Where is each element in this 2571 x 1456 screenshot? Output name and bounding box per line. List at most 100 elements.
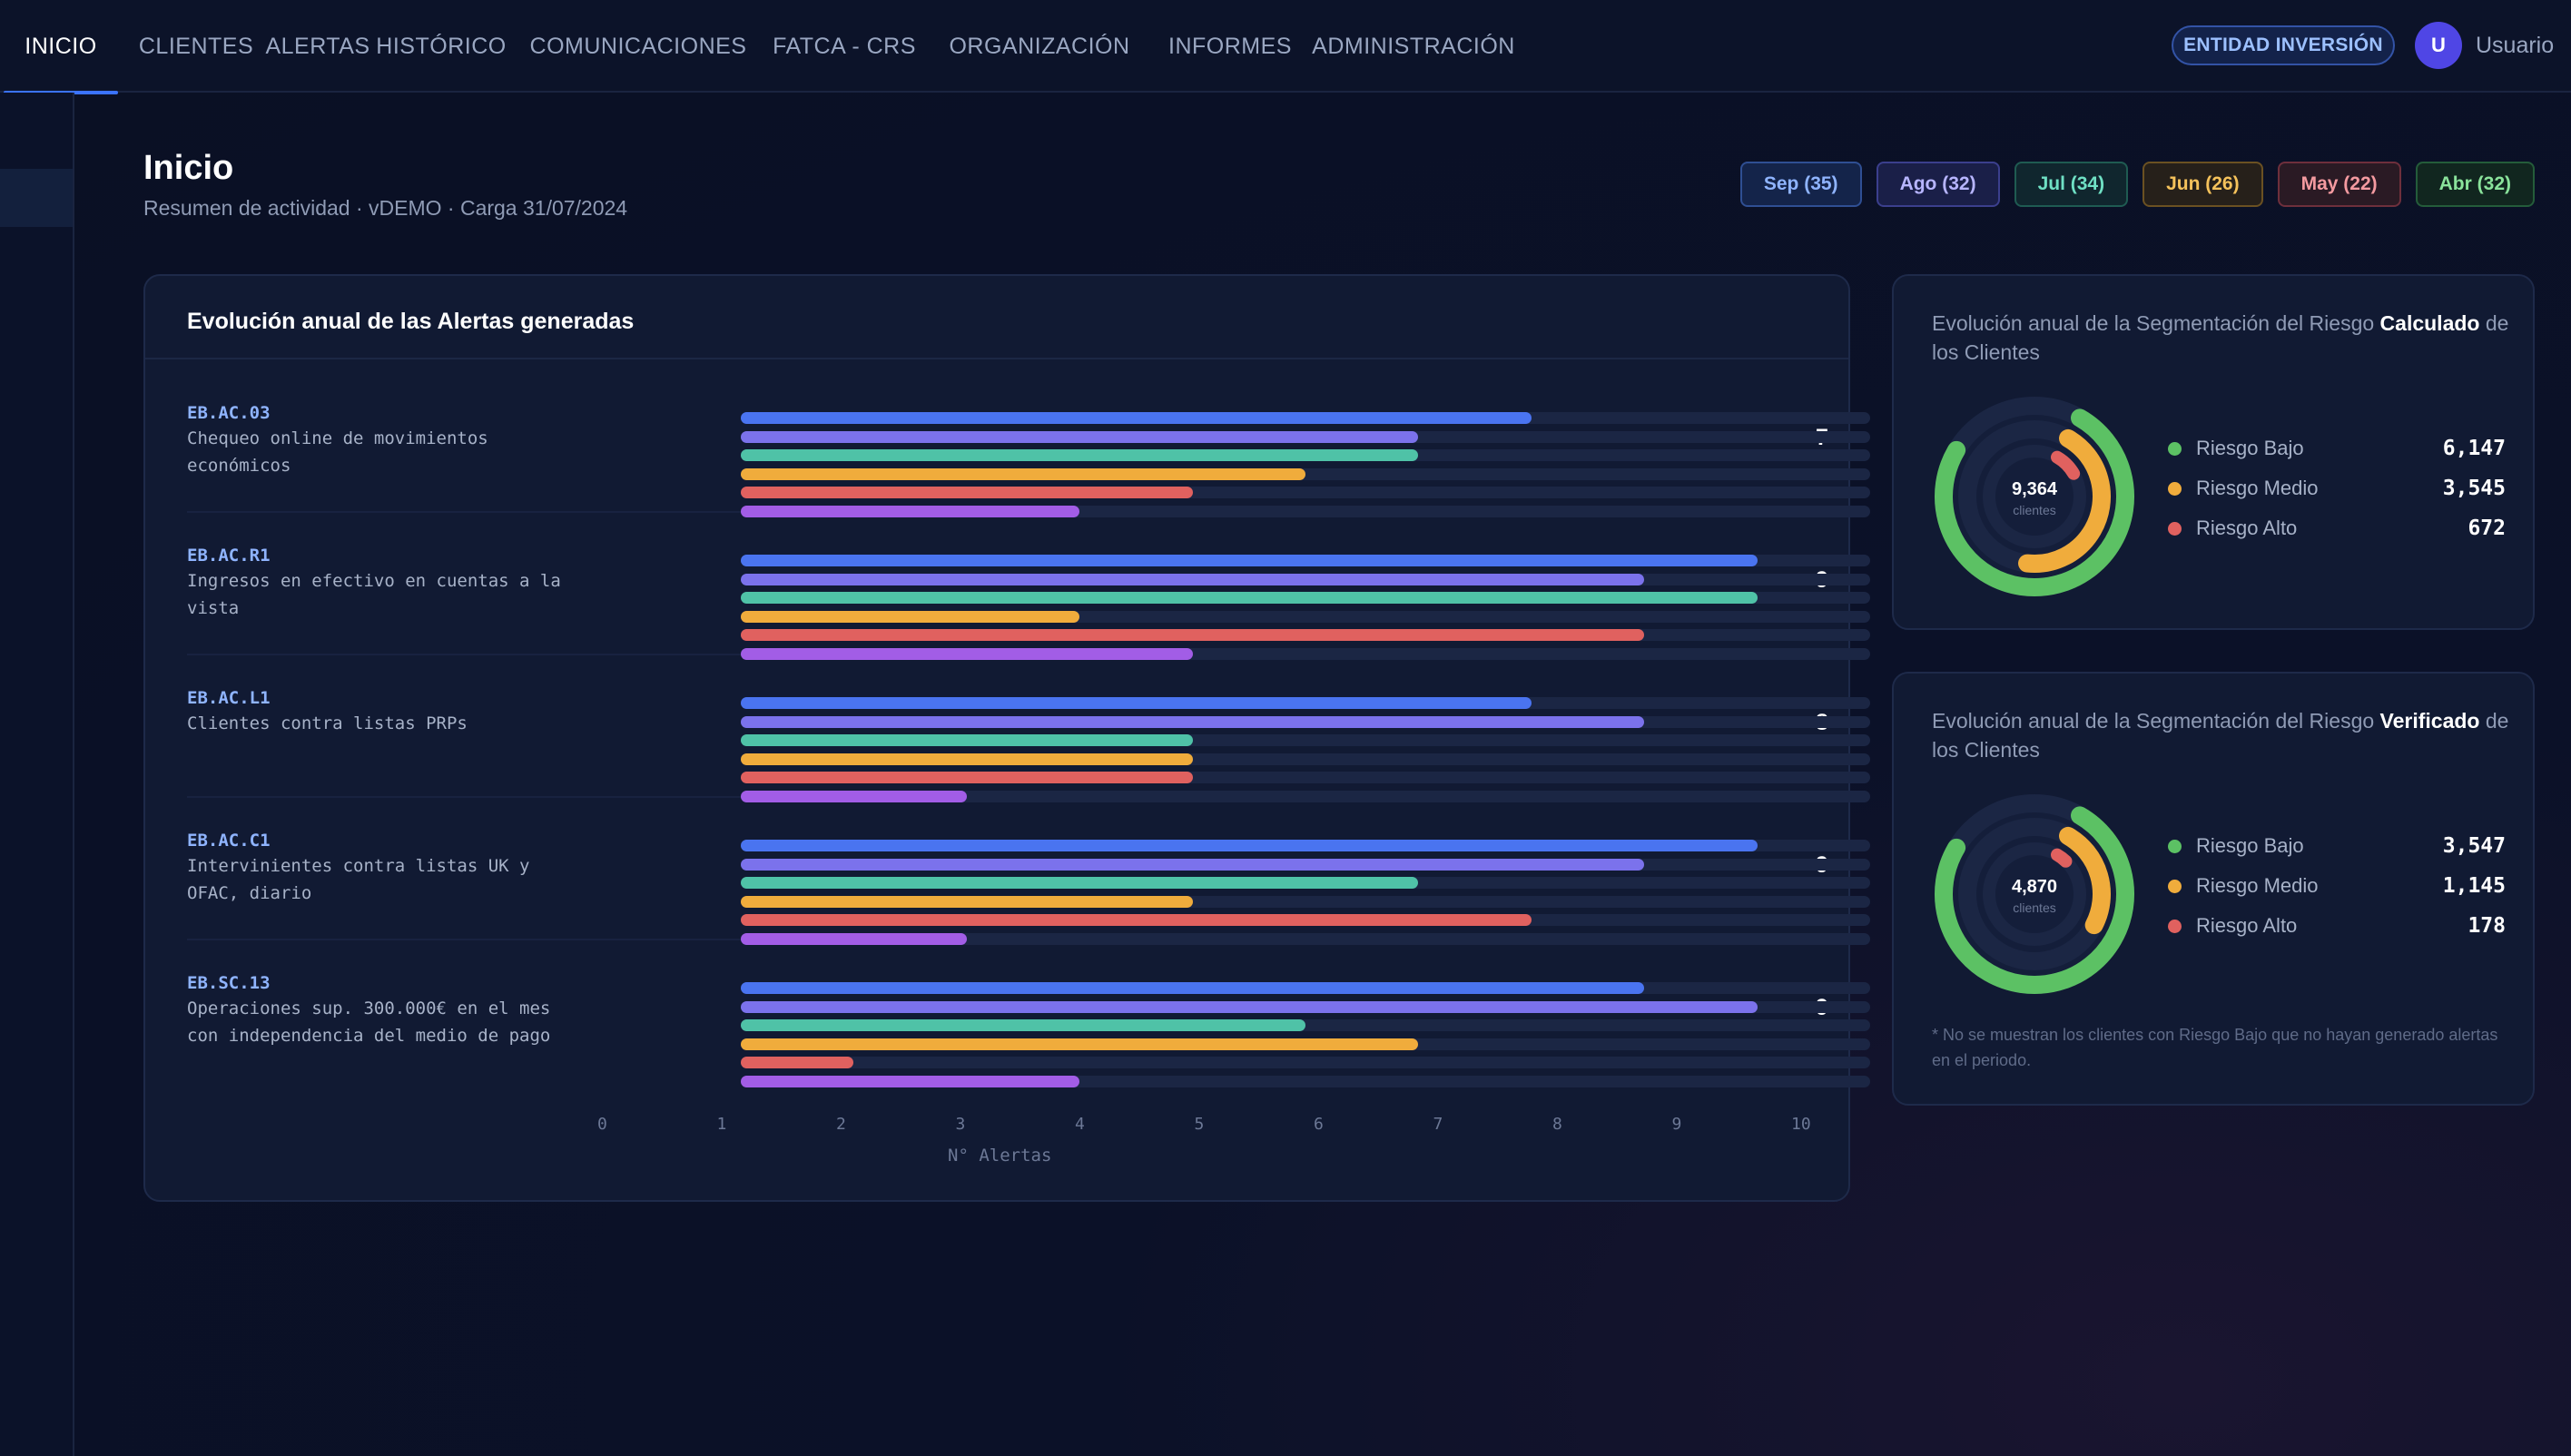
- legend-item[interactable]: Riesgo Medio 1,145: [2168, 866, 2506, 906]
- rail-item-active[interactable]: [0, 169, 73, 227]
- alert-bar[interactable]: [741, 467, 1305, 480]
- alert-row[interactable]: EB.SC.13 Operaciones sup. 300.000€ en el …: [187, 940, 1870, 1087]
- legend-label: Riesgo Medio: [2196, 874, 2319, 897]
- alert-bar[interactable]: [741, 715, 1645, 728]
- legend-label: Riesgo Alto: [2196, 516, 2298, 539]
- alert-bar[interactable]: [741, 932, 967, 945]
- month-pill[interactable]: Jun (26): [2142, 162, 2263, 207]
- bar-track: [741, 982, 1870, 994]
- bar-track: [741, 715, 1870, 728]
- alert-bar[interactable]: [741, 697, 1532, 709]
- x-tick-label: 3: [955, 1115, 966, 1134]
- alert-bar[interactable]: [741, 895, 1193, 908]
- nav-item-label: ORGANIZACIÓN: [949, 33, 1130, 59]
- nav-item-organizacion[interactable]: ORGANIZACIÓN: [930, 0, 1149, 93]
- nav-item-historico[interactable]: HISTÓRICO: [365, 0, 517, 93]
- month-pill[interactable]: Abr (32): [2415, 162, 2535, 207]
- nav-item-inicio[interactable]: INICIO: [0, 0, 122, 94]
- alert-bar[interactable]: [741, 914, 1532, 926]
- alert-description: Clientes contra listas PRPs: [187, 713, 468, 733]
- title-prefix: Evolución anual de la Segmentación del R…: [1932, 311, 2375, 335]
- legend-item[interactable]: Riesgo Bajo 3,547: [2168, 826, 2506, 866]
- legend-item[interactable]: Riesgo Medio 3,545: [2168, 468, 2506, 508]
- x-tick-label: 4: [1075, 1115, 1085, 1134]
- bar-track: [741, 753, 1870, 765]
- x-tick-label: 5: [1194, 1115, 1205, 1134]
- alert-bar[interactable]: [741, 555, 1758, 566]
- alert-description: Operaciones sup. 300.000€ en el mes con …: [187, 999, 551, 1046]
- month-pill[interactable]: Jul (34): [2014, 162, 2129, 207]
- donut-arc-riesgo-medio[interactable]: [1943, 405, 2126, 588]
- alert-bar[interactable]: [741, 647, 1193, 660]
- month-pill[interactable]: Ago (32): [1876, 162, 2000, 207]
- alert-bar[interactable]: [741, 840, 1758, 851]
- alert-bar[interactable]: [741, 1075, 1080, 1087]
- bar-track: [741, 610, 1870, 623]
- legend-item[interactable]: Riesgo Bajo 6,147: [2168, 428, 2506, 468]
- alert-bar[interactable]: [741, 592, 1758, 604]
- title-bold: Calculado: [2379, 311, 2480, 335]
- donut-arc-riesgo-medio[interactable]: [1943, 802, 2126, 986]
- nav-item-fatca-crs[interactable]: FATCA - CRS: [759, 0, 930, 93]
- nav-item-comunicaciones[interactable]: COMUNICACIONES: [517, 0, 759, 93]
- legend-item[interactable]: Riesgo Alto 178: [2168, 906, 2506, 946]
- entity-badge[interactable]: ENTIDAD INVERSIÓN: [2172, 25, 2395, 65]
- alert-row[interactable]: EB.AC.R1 Ingresos en efectivo en cuentas …: [187, 513, 1870, 660]
- legend-item[interactable]: Riesgo Alto 672: [2168, 508, 2506, 548]
- nav-item-clientes[interactable]: CLIENTES: [122, 0, 271, 93]
- alert-bar[interactable]: [741, 610, 1080, 623]
- bar-track: [741, 914, 1870, 926]
- alert-row[interactable]: EB.AC.C1 Intervinientes contra listas UK …: [187, 798, 1870, 945]
- bar-track: [741, 467, 1870, 480]
- bar-track: [741, 858, 1870, 871]
- alert-bar[interactable]: [741, 1038, 1419, 1050]
- donut-center-label: clientes: [2013, 503, 2055, 517]
- alert-bar[interactable]: [741, 573, 1645, 585]
- bar-track: [741, 412, 1870, 424]
- alert-row[interactable]: EB.AC.03 Chequeo online de movimientos ec…: [187, 370, 1870, 517]
- alert-bar[interactable]: [741, 877, 1419, 889]
- alert-bar[interactable]: [741, 487, 1193, 498]
- alert-bar[interactable]: [741, 430, 1419, 443]
- nav-item-label: HISTÓRICO: [376, 33, 507, 59]
- alert-bar[interactable]: [741, 1019, 1305, 1031]
- alert-bar[interactable]: [741, 412, 1532, 424]
- donut-ring-track: [1983, 445, 2086, 548]
- alert-bar[interactable]: [741, 1057, 854, 1068]
- bar-track: [741, 895, 1870, 908]
- donut-arc-riesgo-alto[interactable]: [1973, 832, 2097, 957]
- nav-item-alertas[interactable]: ALERTAS: [265, 0, 369, 93]
- legend-value: 672: [2468, 516, 2506, 540]
- legend-label: Riesgo Bajo: [2196, 437, 2304, 459]
- alert-bar[interactable]: [741, 858, 1645, 871]
- alert-bar[interactable]: [741, 982, 1645, 994]
- alert-bar[interactable]: [741, 505, 1080, 517]
- bar-track: [741, 932, 1870, 945]
- donut-arc-riesgo-bajo[interactable]: [1932, 394, 2137, 599]
- user-name[interactable]: Usuario: [2476, 33, 2555, 58]
- alert-bar[interactable]: [741, 790, 967, 802]
- alert-code: EB.SC.13: [187, 973, 271, 993]
- donut-arc-riesgo-alto[interactable]: [1973, 435, 2097, 559]
- x-tick-label: 0: [597, 1115, 607, 1134]
- donut-center-value: 4,870: [2012, 877, 2057, 897]
- month-pill[interactable]: May (22): [2277, 162, 2401, 207]
- legend-value: 1,145: [2442, 874, 2506, 898]
- legend-value: 3,545: [2442, 477, 2506, 500]
- legend-dot-icon: [2168, 481, 2182, 496]
- alert-bar[interactable]: [741, 1000, 1758, 1013]
- avatar[interactable]: U: [2415, 22, 2462, 69]
- month-pill[interactable]: Sep (35): [1739, 162, 1862, 207]
- x-tick-label: 8: [1552, 1115, 1562, 1134]
- nav-item-informes[interactable]: INFORMES: [1149, 0, 1311, 93]
- nav-item-administracion[interactable]: ADMINISTRACIÓN: [1311, 0, 1516, 93]
- x-tick-label: 7: [1433, 1115, 1443, 1134]
- donut-arc-riesgo-bajo[interactable]: [1932, 792, 2137, 997]
- alert-bar[interactable]: [741, 753, 1193, 765]
- alert-bar[interactable]: [741, 772, 1193, 783]
- alert-bar[interactable]: [741, 629, 1645, 641]
- alert-bar[interactable]: [741, 449, 1419, 461]
- alert-bar[interactable]: [741, 734, 1193, 746]
- page-title: Inicio: [143, 149, 234, 187]
